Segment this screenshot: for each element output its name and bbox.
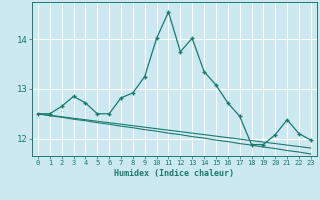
X-axis label: Humidex (Indice chaleur): Humidex (Indice chaleur) (115, 169, 234, 178)
